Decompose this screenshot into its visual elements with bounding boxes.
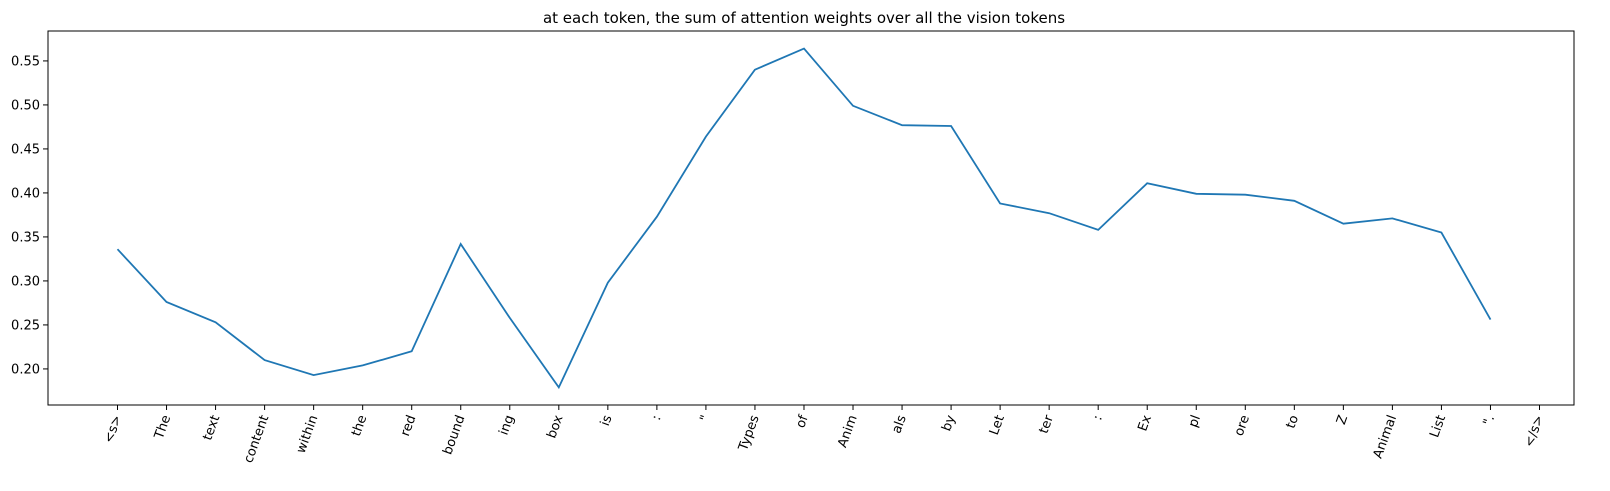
x-tick-label: </s> bbox=[1522, 413, 1547, 449]
x-tick-label: : bbox=[1090, 413, 1106, 422]
x-tick-label: is bbox=[598, 413, 616, 428]
y-tick-label: 0.30 bbox=[11, 274, 40, 289]
x-tick-label: Let bbox=[987, 413, 1008, 437]
y-tick-label: 0.40 bbox=[11, 186, 40, 201]
x-tick-label: " bbox=[698, 413, 714, 424]
x-axis: <s> The text content within the red bound ing box… bbox=[101, 405, 1547, 465]
y-tick-label: 0.35 bbox=[11, 230, 40, 245]
plot-area-frame bbox=[47, 30, 1575, 406]
x-tick-label: : bbox=[649, 413, 665, 422]
x-tick-label: ing bbox=[497, 413, 518, 437]
x-tick-label: box bbox=[544, 413, 566, 441]
x-tick-label: red bbox=[398, 413, 419, 438]
x-tick-label: content bbox=[241, 413, 272, 465]
x-tick-label: text bbox=[200, 413, 223, 442]
x-tick-label: ore bbox=[1232, 413, 1253, 438]
x-tick-label: of bbox=[793, 413, 812, 430]
x-tick-label: within bbox=[294, 413, 322, 455]
x-tick-label: ". bbox=[1481, 413, 1499, 428]
x-tick-label: Ex bbox=[1135, 413, 1155, 433]
series-line bbox=[116, 47, 1492, 390]
x-tick-label: Types bbox=[736, 413, 763, 454]
x-tick-label: Z bbox=[1334, 413, 1351, 427]
x-tick-label: by bbox=[939, 413, 959, 433]
x-tick-label: <s> bbox=[101, 413, 125, 445]
x-tick-label: als bbox=[889, 413, 909, 436]
x-tick-label: ter bbox=[1037, 413, 1058, 436]
x-tick-label: the bbox=[349, 413, 370, 438]
y-tick-label: 0.50 bbox=[11, 98, 40, 113]
x-tick-label: bound bbox=[440, 413, 468, 457]
y-tick-label: 0.45 bbox=[11, 142, 40, 157]
y-tick-label: 0.20 bbox=[11, 362, 40, 377]
x-tick-label: List bbox=[1427, 413, 1449, 439]
chart-title: at each token, the sum of attention weig… bbox=[543, 9, 1065, 27]
y-tick-label: 0.55 bbox=[11, 54, 40, 69]
x-tick-label: to bbox=[1284, 413, 1303, 430]
y-tick-label: 0.25 bbox=[11, 318, 40, 333]
x-tick-label: pl bbox=[1186, 413, 1204, 429]
y-axis: 0.20 0.25 0.30 0.35 0.40 0.45 0.50 0.55 bbox=[11, 54, 48, 377]
x-tick-label: Anim bbox=[835, 413, 861, 450]
x-tick-label: Animal bbox=[1371, 413, 1400, 460]
x-tick-label: The bbox=[152, 413, 175, 442]
